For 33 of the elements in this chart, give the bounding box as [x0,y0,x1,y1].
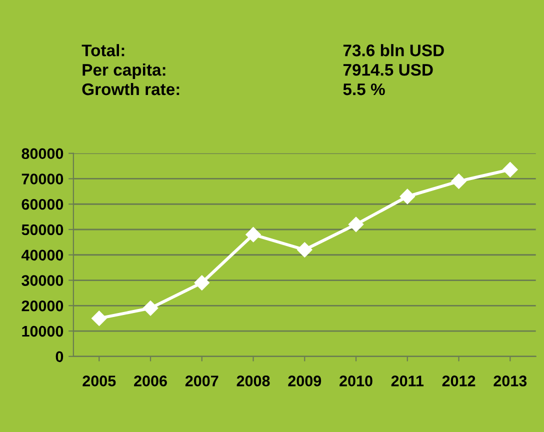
point [142,300,158,316]
x-tick-label: 2008 [236,376,270,386]
point [92,310,107,326]
y-tick-label: 60000 [22,198,64,210]
point [348,216,364,232]
point [502,162,518,178]
point [297,242,312,258]
text: Growth rate: [82,82,180,96]
x-tick-label: 2009 [288,376,322,386]
point [400,188,415,204]
y-tick-label: 70000 [22,174,64,184]
text: 7914.5 USD [343,64,433,76]
point [246,227,261,242]
x-tick-label: 2005 [82,376,116,386]
y-tick-label: 80000 [22,148,64,160]
x-tick-label: 2012 [442,376,476,386]
x-tick-label: 2013 [494,376,527,386]
point [451,174,466,189]
text: 73.6 bln USD [343,44,444,56]
point [194,275,210,290]
y-tick-label: 50000 [22,224,64,236]
x-tick-label: 2011 [391,376,424,386]
y-tick-label: 30000 [22,275,64,286]
y-tick-label: 10000 [22,326,64,337]
text: Total: [82,44,124,56]
y-tick-label: 0 [56,351,64,362]
text: 5.5 % [343,83,385,96]
x-tick-label: 2006 [134,376,167,386]
x-tick-label: 2010 [340,376,372,386]
text: Per capita: [82,64,166,80]
y-tick-label: 40000 [21,250,64,261]
y-tick-label: 20000 [22,300,64,312]
x-tick-label: 2007 [185,376,218,386]
